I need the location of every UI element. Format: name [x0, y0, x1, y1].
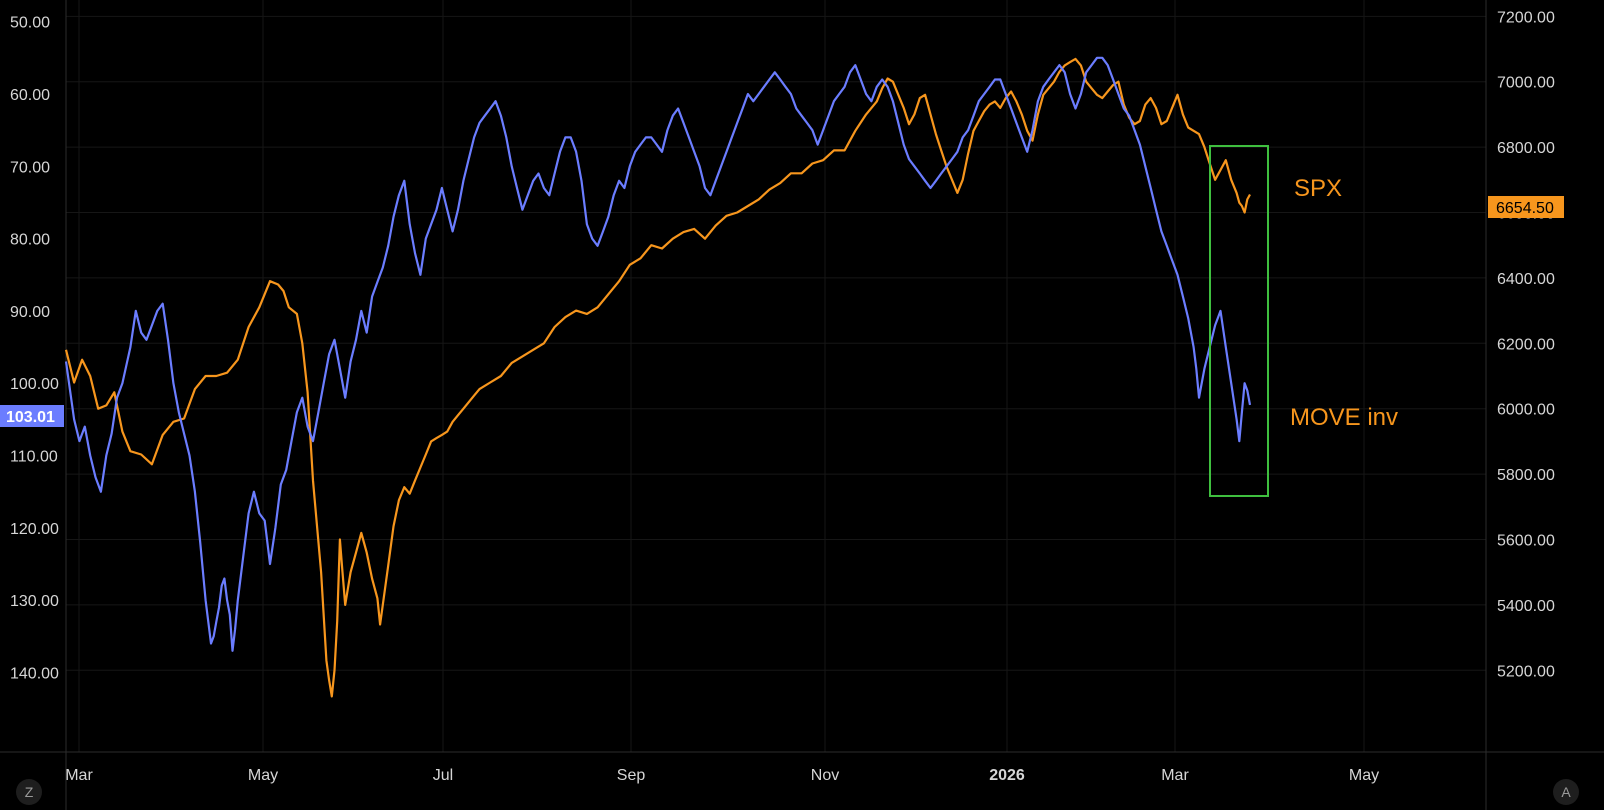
- right-axis-ticks[interactable]: 7200.007000.006800.006600.006400.006200.…: [1497, 9, 1555, 680]
- right-axis-tick-label: 6000.00: [1497, 402, 1555, 419]
- series-line-move: [64, 56, 1252, 652]
- time-axis-tick-label: Jul: [433, 767, 453, 784]
- left-axis-tick-label: 120.00: [10, 521, 59, 538]
- time-axis-tick-label: Sep: [617, 767, 646, 784]
- right-axis-tick-label: 5200.00: [1497, 663, 1555, 680]
- right-axis-tick-label: 5600.00: [1497, 532, 1555, 549]
- left-axis-tick-label: 90.00: [10, 304, 50, 321]
- left-axis-tick-label: 100.00: [10, 376, 59, 393]
- left-axis-tick-label: 60.00: [10, 87, 50, 104]
- move-last-value-badge: 103.01: [0, 405, 64, 427]
- time-axis-tick-label: May: [248, 767, 278, 784]
- left-axis-tick-label: 130.00: [10, 593, 59, 610]
- left-axis-tick-label: 110.00: [10, 449, 58, 466]
- left-axis-ticks[interactable]: 50.00 60.00 70.00 80.00 90.00 100.00 110.00 120…: [10, 15, 59, 683]
- left-axis-tick-label: 140.00: [10, 665, 59, 682]
- time-axis-tick-label: May: [1349, 767, 1379, 784]
- highlight-box: [1209, 145, 1269, 497]
- right-axis-tick-label: 5800.00: [1497, 467, 1555, 484]
- svg-text:6654.50: 6654.50: [1496, 200, 1554, 217]
- right-axis-tick-label: 6800.00: [1497, 140, 1555, 157]
- right-axis-tick-label: 7000.00: [1497, 75, 1555, 92]
- time-axis-ticks[interactable]: Mar May Jul Sep Nov 2026 Mar May: [65, 767, 1379, 784]
- time-axis-tick-label: Mar: [1161, 767, 1189, 784]
- auto-scale-toggle-button[interactable]: A: [1553, 779, 1579, 805]
- svg-text:103.01: 103.01: [6, 409, 55, 426]
- left-axis-tick-label: 50.00: [10, 15, 50, 32]
- left-axis-tick-label: 80.00: [10, 232, 50, 249]
- time-axis-tick-label: Nov: [811, 767, 839, 784]
- right-axis-tick-label: 5400.00: [1497, 598, 1555, 615]
- right-axis-tick-label: 6400.00: [1497, 271, 1555, 288]
- time-axis-tick-label: Mar: [65, 767, 93, 784]
- log-scale-toggle-button[interactable]: Z: [16, 779, 42, 805]
- series-line-spx: [64, 57, 1251, 698]
- grid-lines: [66, 0, 1486, 752]
- left-axis-tick-label: 70.00: [10, 159, 50, 176]
- right-axis-tick-label: 6200.00: [1497, 336, 1555, 353]
- annotation-move-inv: MOVE inv: [1290, 404, 1398, 431]
- series-layer: [64, 56, 1252, 698]
- time-axis-tick-label: 2026: [989, 767, 1025, 784]
- annotation-spx: SPX: [1294, 175, 1342, 202]
- spx-last-value-badge: 6654.50: [1488, 196, 1564, 218]
- right-axis-tick-label: 7200.00: [1497, 9, 1555, 26]
